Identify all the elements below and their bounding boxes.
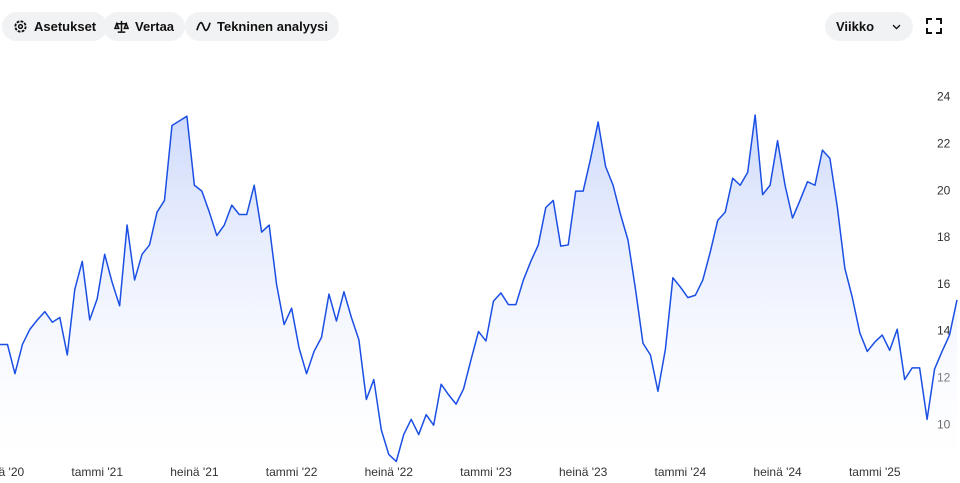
x-tick-label: tammi '21 (71, 465, 123, 479)
x-tick-label: heinä '21 (170, 465, 219, 479)
x-tick-label: tammi '22 (266, 465, 318, 479)
x-tick-label: tammi '23 (460, 465, 512, 479)
chevron-icon (892, 24, 901, 30)
area (0, 115, 957, 465)
fullscreen-button[interactable] (925, 17, 943, 35)
period-label: Viikko (836, 19, 875, 34)
x-tick-label: heinä '22 (365, 465, 414, 479)
button-label: Asetukset (34, 19, 97, 34)
y-tick-label: 22 (937, 136, 951, 150)
technical-analysis-button[interactable]: Tekninen analyysi (185, 12, 340, 41)
y-tick-label: 24 (937, 90, 951, 104)
settings-button[interactable]: Asetukset (2, 12, 108, 41)
x-tick-label: tammi '25 (849, 465, 901, 479)
price-line (0, 114, 958, 463)
x-tick-label: tammi '24 (655, 465, 707, 479)
button-label: Vertaa (135, 19, 175, 34)
gear-icon (14, 20, 27, 33)
button-label: Tekninen analyysi (217, 19, 329, 34)
y-tick-label: 20 (937, 183, 951, 197)
x-tick-label: heinä '24 (753, 465, 802, 479)
y-tick-label: 14 (937, 324, 951, 338)
x-tick-label: heinä '20 (0, 465, 24, 479)
x-tick-label: heinä '23 (559, 465, 608, 479)
y-tick-label: 16 (937, 277, 951, 291)
period-select[interactable]: Viikko (825, 12, 913, 41)
scale-icon (114, 20, 129, 33)
y-tick-label: 18 (937, 230, 951, 244)
compare-button[interactable]: Vertaa (103, 12, 186, 41)
wave-icon (196, 21, 211, 32)
